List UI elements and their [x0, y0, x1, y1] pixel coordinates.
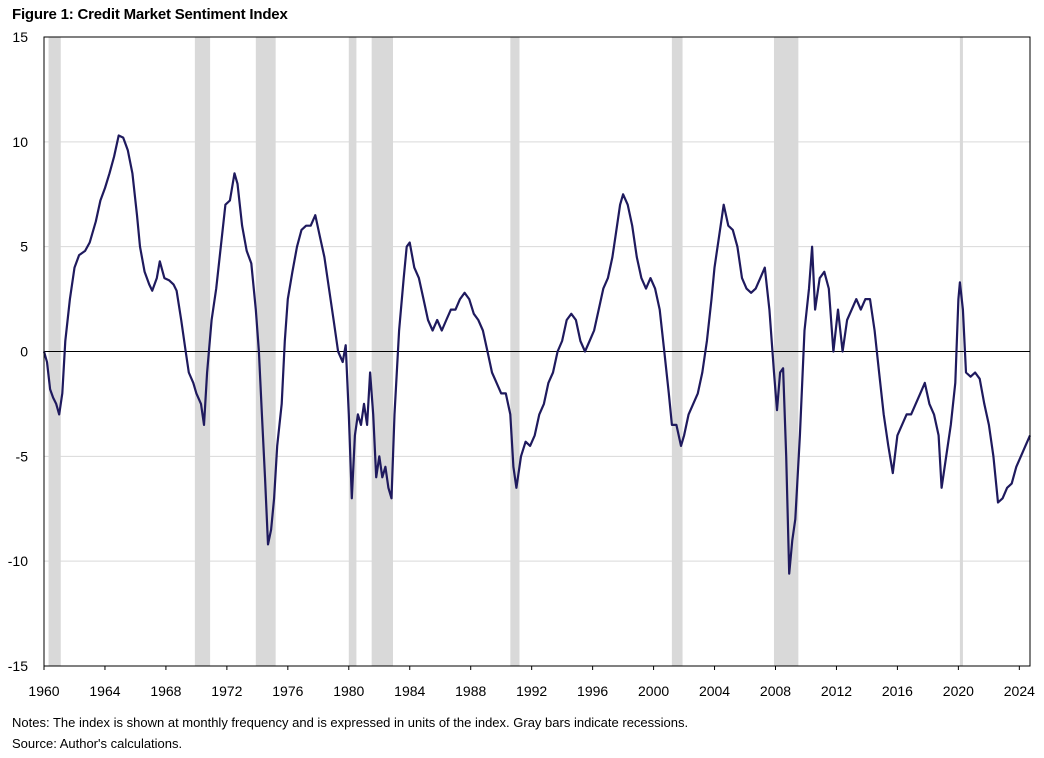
- x-tick-label: 1980: [333, 683, 364, 699]
- x-axis-ticks: 1960 1964 1968 1972 1976 1980 1984 1988 1992 1996…: [28, 666, 1035, 699]
- x-tick-label: 2004: [699, 683, 730, 699]
- x-tick-label: 1960: [28, 683, 59, 699]
- series-line: [42, 134, 1032, 575]
- y-tick-label: 5: [20, 239, 28, 255]
- x-tick-label: 1976: [272, 683, 303, 699]
- x-tick-label: 1992: [516, 683, 547, 699]
- y-tick-label: 10: [12, 134, 28, 150]
- y-tick-label: 0: [20, 344, 28, 360]
- x-tick-label: 1984: [394, 683, 425, 699]
- x-tick-label: 1996: [577, 683, 608, 699]
- plot-frame: [43, 36, 1031, 667]
- x-tick-label: 1988: [455, 683, 486, 699]
- y-tick-label: -10: [8, 553, 28, 569]
- notes-text: Notes: The index is shown at monthly fre…: [12, 715, 689, 730]
- gridlines: [44, 141, 1030, 562]
- x-tick-label: 1972: [211, 683, 242, 699]
- source-text: Source: Author's calculations.: [12, 736, 183, 751]
- y-tick-label: -15: [8, 658, 28, 674]
- x-tick-label: 1968: [150, 683, 181, 699]
- series-line-group: [42, 134, 1032, 575]
- y-tick-label: -5: [16, 448, 29, 464]
- x-tick-label: 1964: [89, 683, 120, 699]
- x-tick-label: 2020: [943, 683, 974, 699]
- x-tick-label: 2016: [882, 683, 913, 699]
- x-tick-label: 2012: [821, 683, 852, 699]
- x-tick-label: 2024: [1004, 683, 1035, 699]
- y-axis-ticks: 15 10 5 0 -5 -10 -15: [8, 29, 28, 674]
- x-tick-label: 2000: [638, 683, 669, 699]
- x-tick-label: 2008: [760, 683, 791, 699]
- notes-block: Notes: The index is shown at monthly fre…: [12, 712, 688, 754]
- y-tick-label: 15: [12, 29, 28, 45]
- chart-title: Figure 1: Credit Market Sentiment Index: [12, 6, 288, 23]
